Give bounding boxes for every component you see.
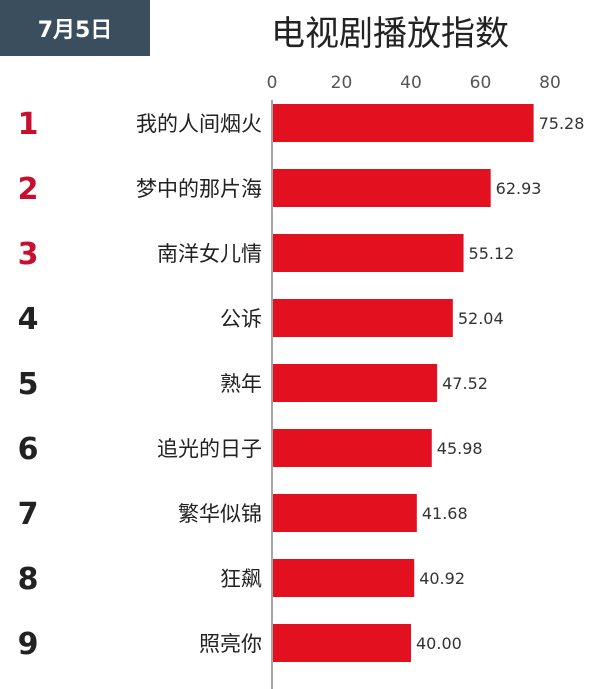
- value-label: 41.68: [422, 504, 468, 523]
- bar: [273, 494, 417, 532]
- value-label: 45.98: [437, 439, 483, 458]
- value-label: 62.93: [496, 179, 542, 198]
- category-label: 狂飙: [220, 567, 262, 591]
- value-label: 55.12: [469, 244, 515, 263]
- category-label: 公诉: [220, 307, 262, 331]
- bar: [273, 234, 464, 272]
- category-label: 熟年: [220, 372, 262, 396]
- rank-number: 2: [18, 172, 39, 207]
- rank-number: 9: [18, 627, 39, 662]
- bar: [273, 364, 438, 402]
- x-tick-label: 40: [400, 73, 422, 93]
- rank-number: 1: [18, 107, 39, 142]
- date-label: 7月5日: [37, 18, 113, 43]
- rank-number: 6: [18, 432, 39, 467]
- category-label: 南洋女儿情: [157, 242, 262, 266]
- x-tick-label: 60: [470, 73, 492, 93]
- value-label: 52.04: [458, 309, 504, 328]
- bar: [273, 624, 411, 662]
- value-label: 40.00: [416, 634, 462, 653]
- rank-number: 3: [18, 237, 39, 272]
- bar: [273, 104, 534, 142]
- x-tick-label: 20: [331, 73, 353, 93]
- value-label: 40.92: [419, 569, 465, 588]
- category-label: 梦中的那片海: [136, 177, 262, 201]
- category-label: 我的人间烟火: [136, 112, 262, 136]
- value-label: 75.28: [539, 114, 585, 133]
- rank-number: 4: [18, 302, 39, 337]
- rank-number: 7: [18, 497, 39, 532]
- category-label: 繁华似锦: [178, 502, 262, 526]
- date-badge: 7月5日: [0, 0, 150, 56]
- rank-number: 5: [18, 367, 39, 402]
- x-tick-label: 80: [539, 73, 561, 93]
- bar: [273, 169, 491, 207]
- category-label: 照亮你: [199, 632, 262, 656]
- bar: [273, 299, 453, 337]
- category-label: 追光的日子: [157, 437, 262, 461]
- bar: [273, 559, 415, 597]
- x-tick-label: 0: [267, 73, 278, 93]
- chart-title: 电视剧播放指数: [271, 14, 509, 54]
- value-label: 47.52: [442, 374, 488, 393]
- bar: [273, 429, 432, 467]
- rank-number: 8: [18, 562, 39, 597]
